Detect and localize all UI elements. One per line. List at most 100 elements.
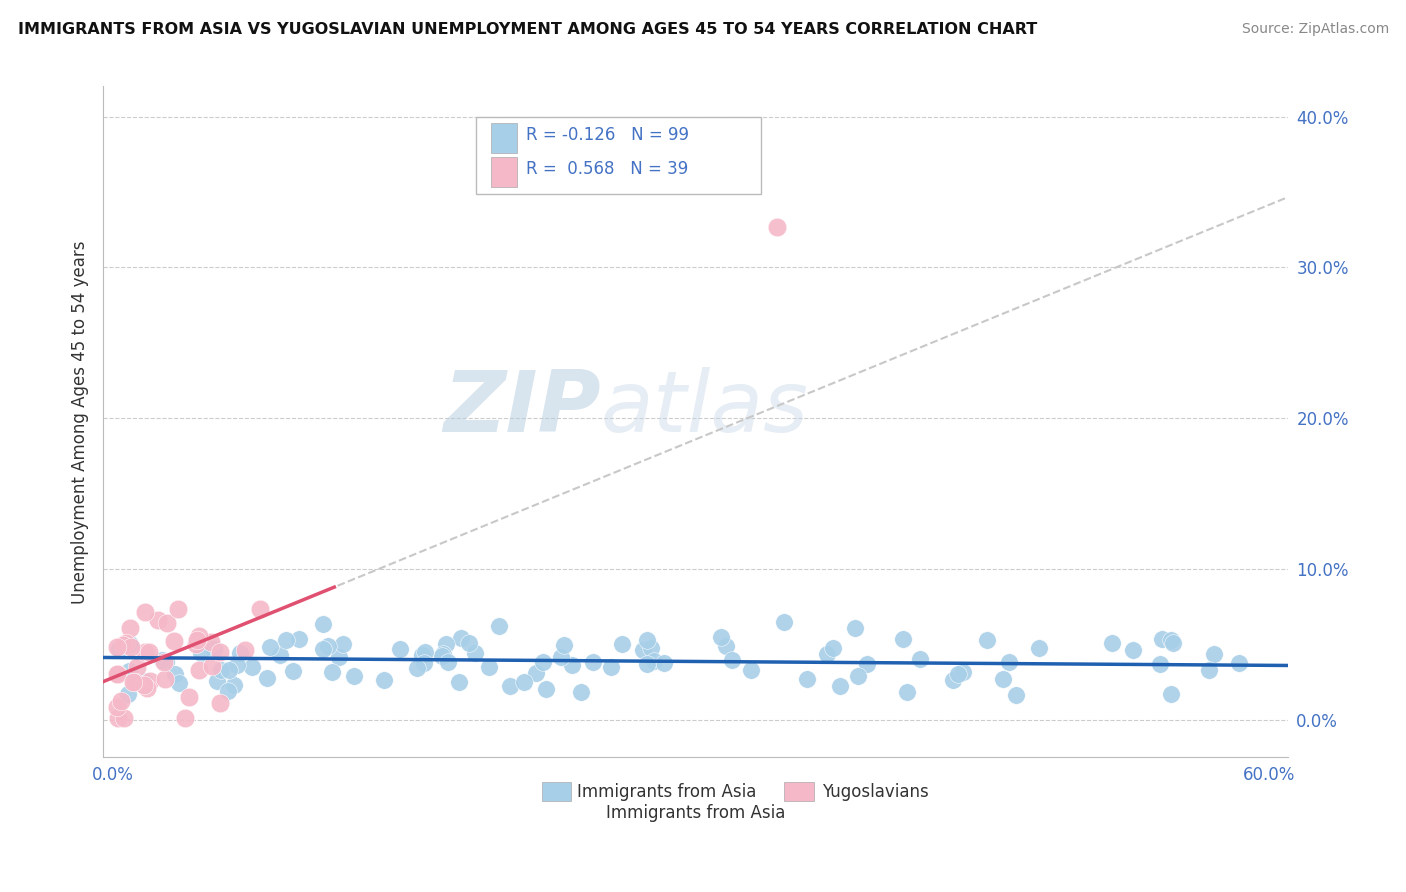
Point xyxy=(209,645,232,659)
Point xyxy=(976,633,998,648)
Point xyxy=(952,665,974,680)
Point xyxy=(122,675,145,690)
Point xyxy=(477,660,499,674)
Point xyxy=(1150,632,1173,646)
Point xyxy=(256,671,278,685)
Point xyxy=(107,711,129,725)
Text: Immigrants from Asia: Immigrants from Asia xyxy=(576,782,756,801)
Point xyxy=(209,663,232,677)
Point xyxy=(388,641,411,656)
FancyBboxPatch shape xyxy=(785,782,814,801)
Point xyxy=(138,645,160,659)
Point xyxy=(524,665,547,680)
Text: IMMIGRANTS FROM ASIA VS YUGOSLAVIAN UNEMPLOYMENT AMONG AGES 45 TO 54 YEARS CORRE: IMMIGRANTS FROM ASIA VS YUGOSLAVIAN UNEM… xyxy=(18,22,1038,37)
Point xyxy=(312,616,335,631)
Point xyxy=(134,645,156,659)
Point xyxy=(226,657,249,672)
Point xyxy=(631,643,654,657)
Point xyxy=(488,619,510,633)
Point xyxy=(120,637,142,651)
Point xyxy=(1160,633,1182,648)
Point xyxy=(287,632,309,647)
Point xyxy=(163,666,186,681)
Point xyxy=(796,672,818,686)
Point xyxy=(153,655,176,669)
Point xyxy=(714,639,737,653)
Point xyxy=(432,647,454,661)
Point xyxy=(1204,647,1226,661)
Point xyxy=(269,648,291,663)
Point xyxy=(146,613,169,627)
Text: R = -0.126   N = 99: R = -0.126 N = 99 xyxy=(526,127,689,145)
Point xyxy=(910,652,932,666)
Point xyxy=(1101,636,1123,650)
Point xyxy=(135,681,157,696)
Point xyxy=(312,641,335,656)
Point xyxy=(1161,636,1184,650)
Point xyxy=(458,636,481,650)
Point xyxy=(188,663,211,677)
Text: R =  0.568   N = 39: R = 0.568 N = 39 xyxy=(526,160,689,178)
Point xyxy=(430,648,453,663)
Point xyxy=(117,687,139,701)
Point xyxy=(569,685,592,699)
Point xyxy=(893,632,915,646)
Point xyxy=(107,666,129,681)
Point xyxy=(222,678,245,692)
Point xyxy=(200,635,222,649)
Point xyxy=(1121,642,1143,657)
Point xyxy=(105,640,128,654)
Point xyxy=(120,640,142,655)
Point xyxy=(233,643,256,657)
Point xyxy=(1149,657,1171,671)
Point xyxy=(534,681,557,696)
Point xyxy=(281,664,304,678)
Point xyxy=(107,642,129,657)
Point xyxy=(942,673,965,687)
Point xyxy=(1229,656,1251,670)
Point xyxy=(156,616,179,631)
Point xyxy=(202,642,225,657)
Point xyxy=(150,653,173,667)
Point xyxy=(124,675,146,690)
Point xyxy=(636,633,658,648)
Point xyxy=(815,647,838,661)
Text: atlas: atlas xyxy=(600,367,808,450)
Point xyxy=(217,684,239,698)
Point xyxy=(166,601,188,615)
Point xyxy=(1198,663,1220,677)
Point xyxy=(134,605,156,619)
Point xyxy=(115,636,138,650)
Point xyxy=(652,656,675,670)
Point xyxy=(173,711,195,725)
Point xyxy=(640,640,662,655)
Point xyxy=(600,660,623,674)
FancyBboxPatch shape xyxy=(541,782,571,801)
Point xyxy=(186,636,208,650)
Point xyxy=(434,637,457,651)
Point xyxy=(343,669,366,683)
Point xyxy=(105,699,128,714)
Point xyxy=(373,673,395,687)
Text: Source: ZipAtlas.com: Source: ZipAtlas.com xyxy=(1241,22,1389,37)
Point xyxy=(139,674,162,689)
Point xyxy=(582,655,605,669)
Point xyxy=(208,696,231,710)
Point xyxy=(186,632,208,647)
Point xyxy=(512,675,534,690)
Point xyxy=(405,661,427,675)
Point xyxy=(218,663,240,677)
Point xyxy=(1005,688,1028,702)
Point xyxy=(332,637,354,651)
Point xyxy=(321,665,343,679)
Point xyxy=(828,679,851,693)
Point xyxy=(259,640,281,654)
Point xyxy=(498,679,520,693)
Point xyxy=(846,669,869,683)
Point xyxy=(896,685,918,699)
Point xyxy=(412,656,434,670)
Point xyxy=(190,647,212,661)
Point xyxy=(169,675,191,690)
Point xyxy=(127,660,149,674)
Point xyxy=(411,648,433,662)
